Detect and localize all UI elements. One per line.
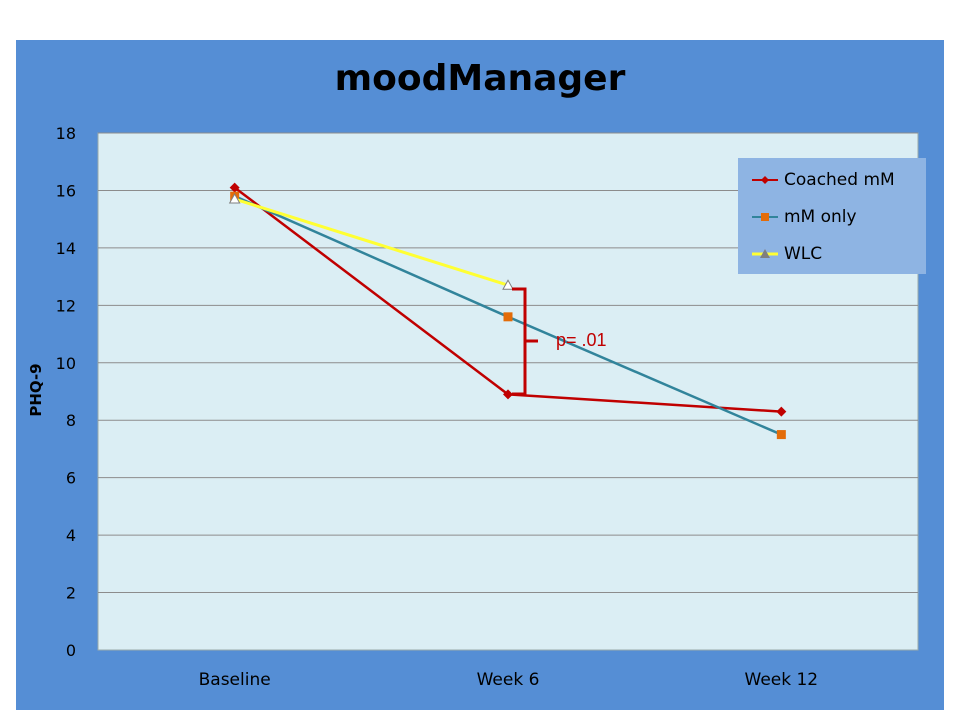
series-line-2 (234, 197, 509, 287)
legend-item-coached: Coached mM (752, 166, 895, 194)
data-point-coached (776, 406, 787, 417)
data-point-wlc (228, 193, 241, 204)
x-tick-label: Baseline (199, 670, 271, 690)
legend-label-wlc: WLC (784, 244, 823, 264)
legend-swatch-coached (752, 176, 778, 184)
legend: Coached mM mM only WLC (738, 158, 926, 274)
y-tick-label: 6 (66, 469, 76, 488)
legend-label-coached: Coached mM (784, 170, 895, 190)
data-point-wlc (502, 279, 514, 290)
significance-bracket (512, 287, 538, 396)
y-tick-label: 16 (56, 181, 76, 200)
legend-item-mm-only: mM only (752, 203, 857, 231)
p-value-annotation: p= .01 (556, 330, 607, 350)
legend-swatch-mm-only (752, 213, 778, 221)
y-tick-label: 0 (66, 641, 76, 660)
y-tick-label: 10 (56, 354, 76, 373)
data-point-coached (503, 389, 513, 400)
chart-title: moodManager (334, 58, 626, 99)
y-tick-label: 4 (66, 526, 76, 545)
data-point-mm-only (503, 312, 513, 322)
legend-label-mm-only: mM only (784, 207, 857, 227)
x-tick-label: Week 12 (745, 670, 819, 690)
y-tick-label: 12 (56, 296, 76, 315)
y-tick-label: 14 (56, 239, 76, 258)
y-tick-label: 2 (66, 584, 76, 603)
data-point-mm-only (776, 430, 786, 440)
y-tick-label: 18 (56, 124, 76, 143)
y-axis-label: PHQ-9 (27, 363, 45, 417)
legend-swatch-wlc (752, 249, 778, 258)
legend-item-wlc: WLC (752, 240, 822, 268)
data-point-coached (229, 182, 240, 193)
y-tick-label: 8 (66, 411, 76, 430)
x-tick-label: Week 6 (477, 670, 540, 690)
